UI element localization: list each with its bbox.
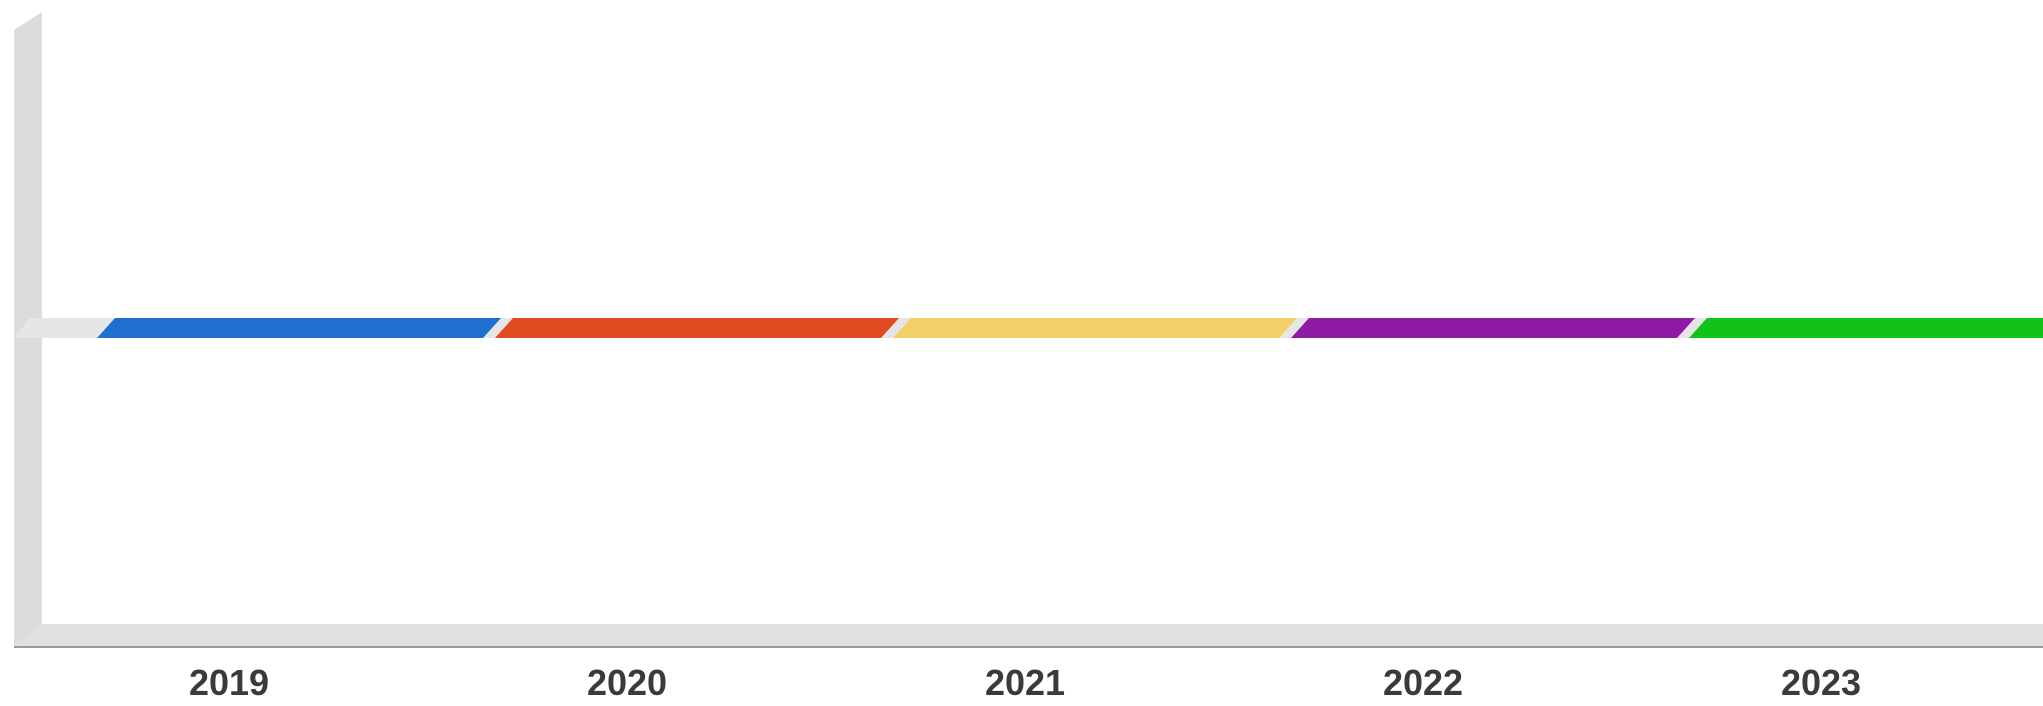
bar-2023 [1689, 318, 2043, 338]
chart-floor [14, 624, 2043, 646]
x-tick-label-2019: 2019 [189, 662, 269, 701]
bar-2021 [893, 318, 1297, 338]
bars-layer [97, 318, 2043, 338]
x-tick-label-2022: 2022 [1383, 662, 1463, 701]
bar-2020 [495, 318, 899, 338]
x-tick-label-2021: 2021 [985, 662, 1065, 701]
bar-2022 [1291, 318, 1695, 338]
bar-2019 [97, 318, 501, 338]
x-tick-label-2020: 2020 [587, 662, 667, 701]
x-tick-label-2023: 2023 [1781, 662, 1861, 701]
x-tick-labels: 2019 2020 2021 2022 2023 [189, 662, 1861, 703]
